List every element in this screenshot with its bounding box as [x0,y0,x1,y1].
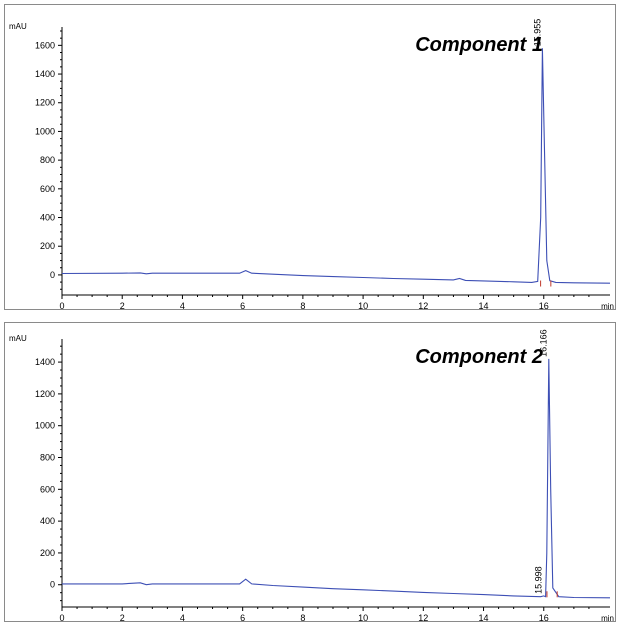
x-tick-label: 6 [240,613,245,621]
y-tick-label: 800 [40,453,55,463]
chromatogram-trace [62,358,611,599]
x-tick-label: 12 [418,613,428,621]
y-axis-label: mAU [9,334,27,343]
x-tick-label: 4 [180,301,185,309]
y-tick-label: 800 [40,155,55,165]
chromatogram-1: 0 200 400 600 800 1000 1200 1400 1600 0 2 4 6 8 10 12 14… [9,19,614,309]
x-tick-label: 14 [479,301,489,309]
y-axis-label: mAU [9,22,27,31]
component-title: Component 1 [415,34,543,56]
x-tick-label: 2 [120,301,125,309]
x-axis-label: min [601,614,614,621]
x-axis-label: min [601,302,614,309]
y-tick-label: 1600 [35,40,55,50]
x-tick-label: 2 [120,613,125,621]
chromatogram-panel-1: 0 200 400 600 800 1000 1200 1400 1600 0 2 4 6 8 10 12 14… [4,4,616,310]
chromatogram-panel-2: 0 200 400 600 800 1000 1200 1400 0 2 4 6 8 10 12 14 16 mA… [4,322,616,622]
x-tick-label: 10 [358,613,368,621]
x-tick-label: 16 [539,613,549,621]
y-tick-label: 1400 [35,357,55,367]
chromatogram-trace [61,48,611,284]
y-tick-label: 0 [50,580,55,590]
y-tick-label: 600 [40,184,55,194]
y-tick-label: 0 [50,270,55,280]
x-tick-label: 6 [240,301,245,309]
y-tick-label: 1200 [35,389,55,399]
y-tick-label: 200 [40,548,55,558]
y-tick-label: 1200 [35,98,55,108]
y-tick-label: 1000 [35,126,55,136]
x-tick-label: 0 [59,301,64,309]
y-tick-label: 400 [40,516,55,526]
x-tick-label: 16 [539,301,549,309]
x-tick-label: 0 [59,613,64,621]
y-tick-label: 1400 [35,69,55,79]
y-tick-label: 1000 [35,421,55,431]
x-tick-label: 10 [358,301,368,309]
y-tick-label: 200 [40,241,55,251]
chromatogram-2: 0 200 400 600 800 1000 1200 1400 0 2 4 6 8 10 12 14 16 mA… [9,329,614,621]
component-title: Component 2 [415,346,543,368]
peak-retention-time-label: 15.955 [532,19,542,47]
x-tick-label: 8 [300,613,305,621]
x-tick-label: 14 [479,613,489,621]
x-tick-label: 8 [300,301,305,309]
peak-retention-time-label: 15.998 [534,566,544,594]
peak-retention-time-label: 16.166 [539,329,549,357]
x-tick-label: 12 [418,301,428,309]
y-tick-label: 400 [40,213,55,223]
x-tick-label: 4 [180,613,185,621]
y-tick-label: 600 [40,484,55,494]
